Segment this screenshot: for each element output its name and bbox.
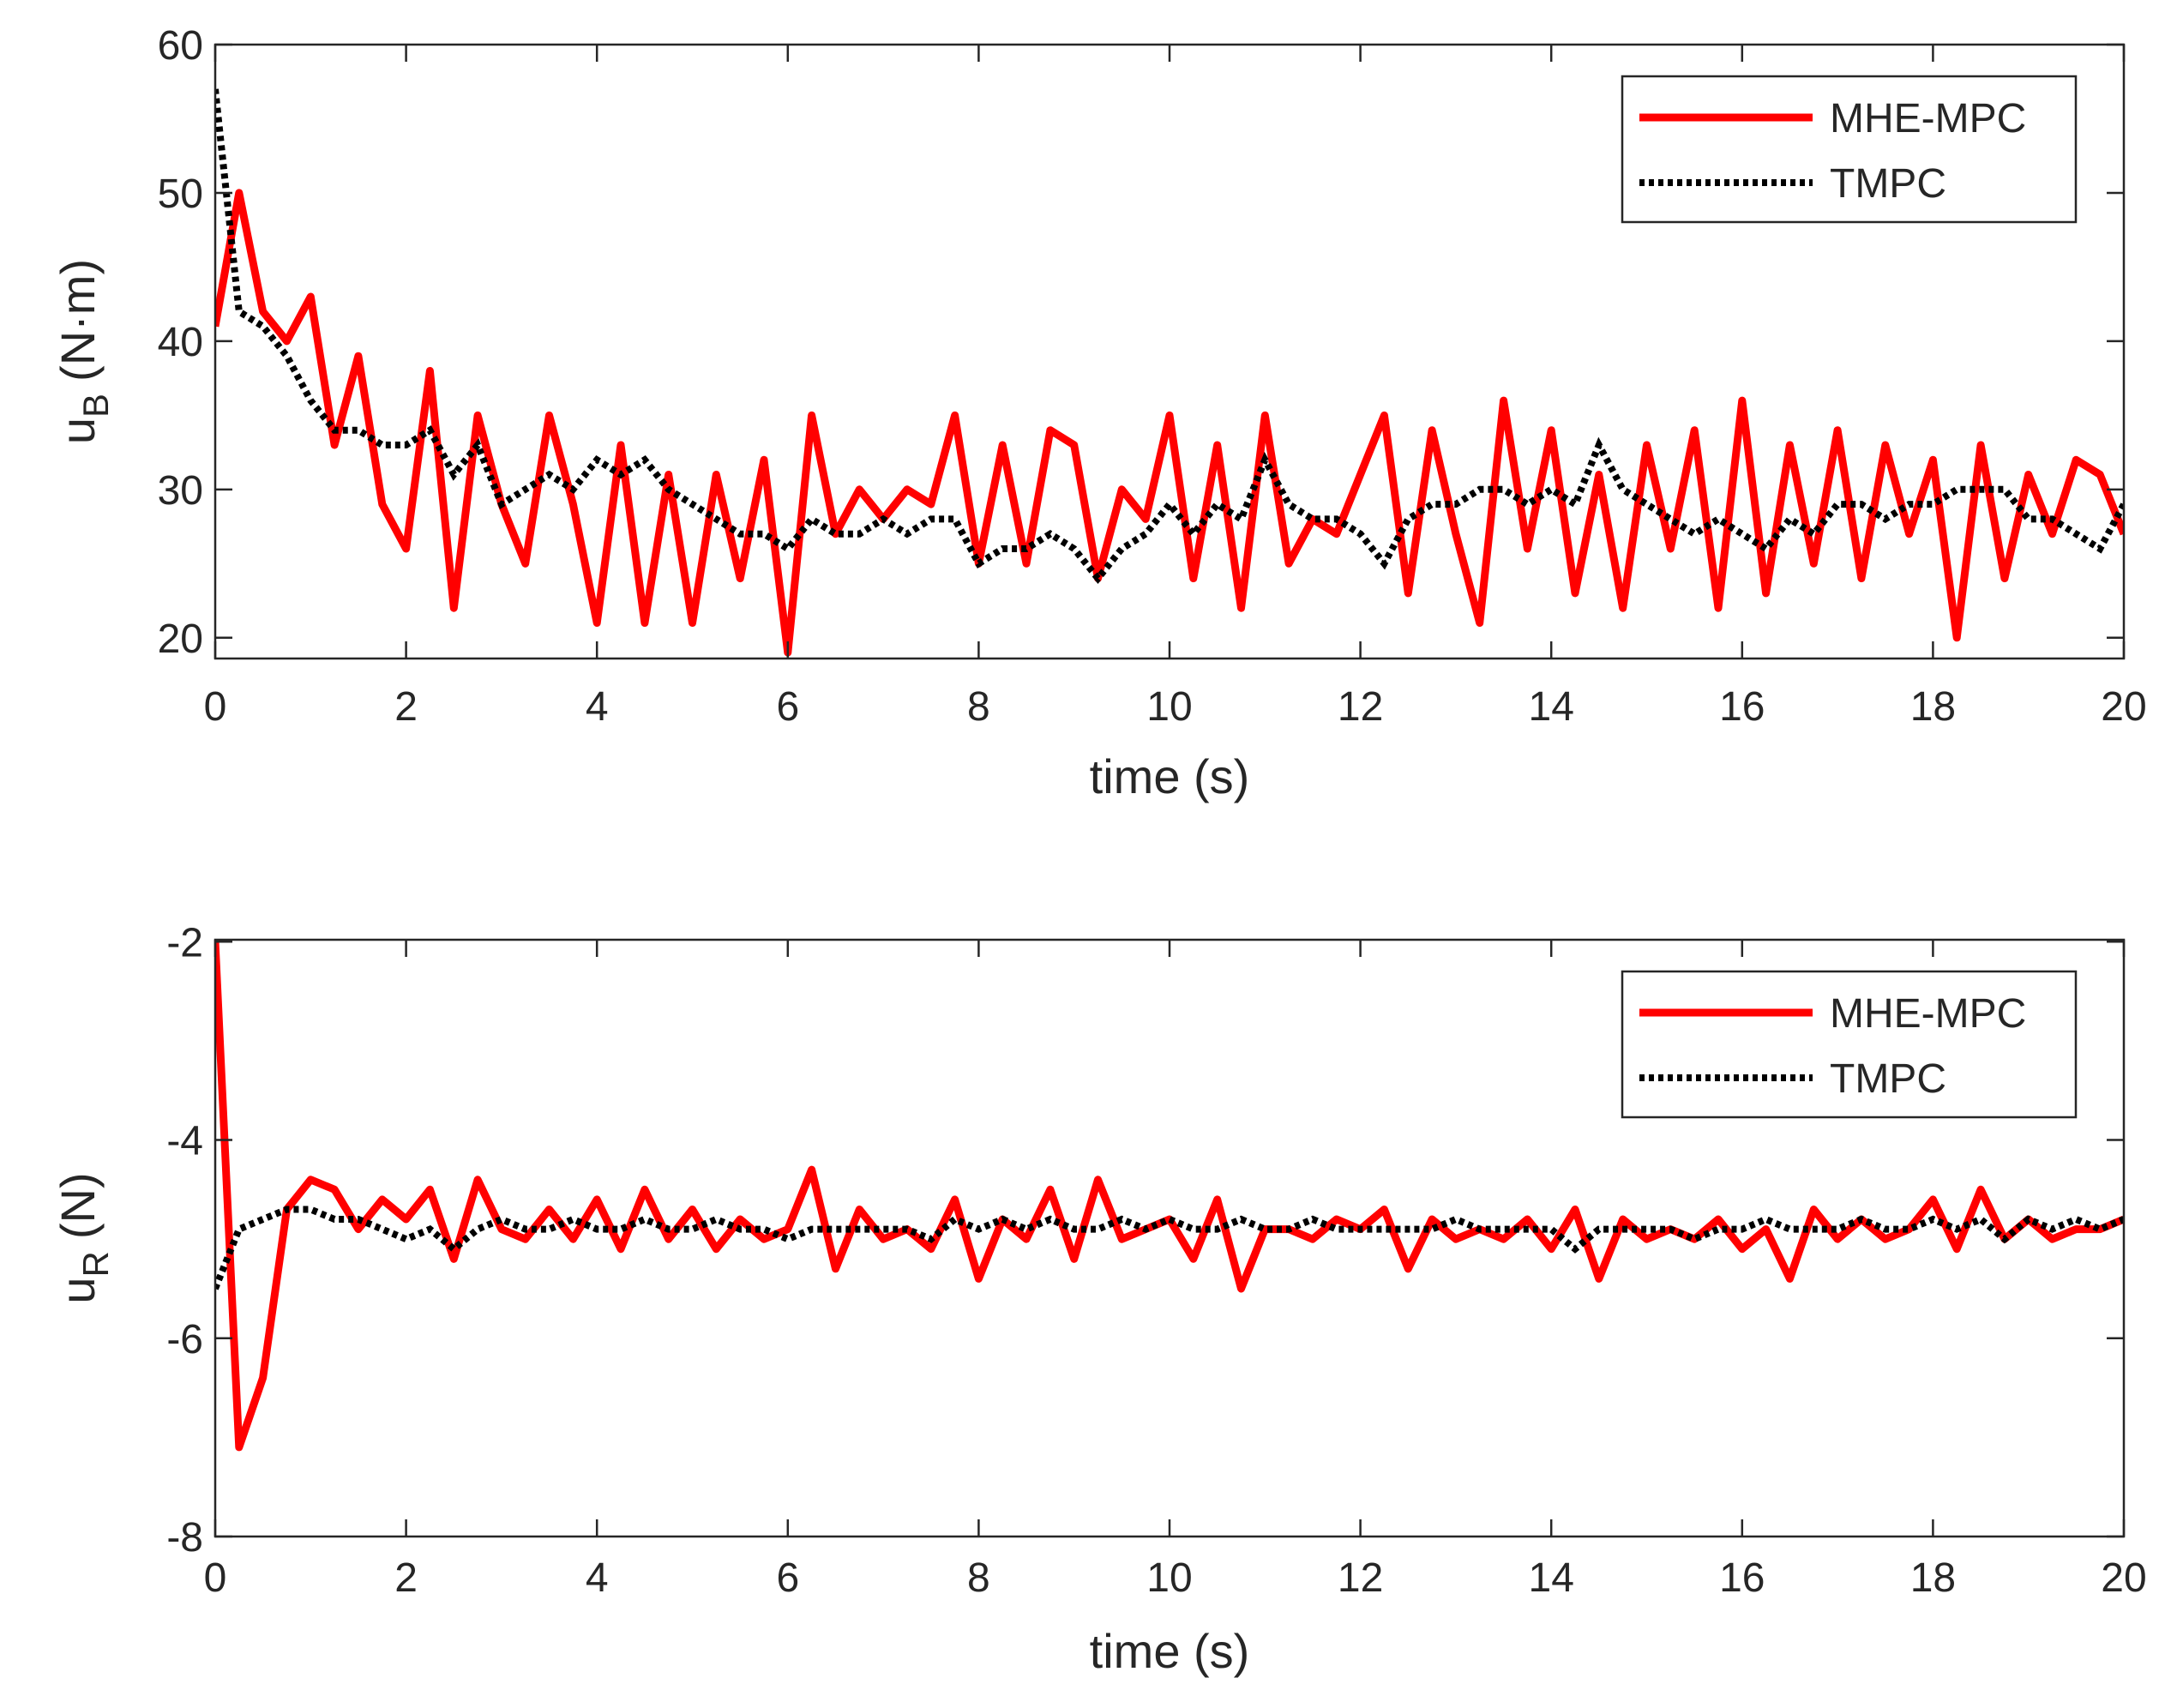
- legend-box: [1621, 75, 2078, 224]
- x-tick-label: 10: [1146, 1555, 1192, 1601]
- x-tick-label: 14: [1529, 684, 1574, 730]
- x-tick-label: 2: [394, 684, 418, 730]
- y-label-base: u: [51, 418, 105, 444]
- x-tick-label: 2: [394, 1555, 418, 1601]
- x-tick-label: 12: [1338, 1555, 1383, 1601]
- series-line: [215, 88, 2124, 584]
- axes: 0 2 4 6 8 10 12 14 16 18 20 -8 -6 -4 -2 time (s) uR (N) MH…: [51, 920, 2147, 1678]
- x-axis-label: time (s): [1090, 1624, 1250, 1678]
- y-axis-label: uB (N·m): [51, 259, 116, 444]
- legend-label: TMPC: [1830, 1056, 1946, 1102]
- x-tick-label: 12: [1338, 684, 1383, 730]
- legend: MHE-MPC TMPC: [1621, 970, 2078, 1119]
- y-label-sub: B: [75, 394, 116, 418]
- x-axis-label: time (s): [1090, 749, 1250, 803]
- y-label-unit: (N·m): [51, 259, 105, 382]
- y-label-unit: (N): [51, 1172, 105, 1239]
- x-tick-label: 0: [204, 1555, 227, 1601]
- legend-label: TMPC: [1830, 161, 1946, 207]
- legend: MHE-MPC TMPC: [1621, 75, 2078, 224]
- x-tick-label: 4: [586, 684, 609, 730]
- x-tick-label: 20: [2101, 684, 2146, 730]
- x-tick-label: 6: [776, 1555, 799, 1601]
- legend-label: MHE-MPC: [1830, 991, 2026, 1037]
- y-tick-label: 50: [158, 171, 203, 217]
- x-tick-label: 18: [1910, 1555, 1956, 1601]
- y-tick-label: -2: [166, 920, 203, 965]
- y-tick-label: -6: [166, 1317, 203, 1362]
- x-tick-label: 14: [1529, 1555, 1574, 1601]
- y-label-sub: R: [75, 1251, 116, 1277]
- x-tick-label: 6: [776, 684, 799, 730]
- x-tick-label: 8: [967, 684, 990, 730]
- y-axis-label: uR (N): [51, 1172, 116, 1303]
- lines: [215, 88, 2124, 657]
- series-line: [215, 189, 2124, 657]
- y-tick-label: -4: [166, 1119, 203, 1164]
- y-tick-label: 30: [158, 468, 203, 514]
- lines: [215, 941, 2124, 1452]
- x-tick-label: 16: [1719, 684, 1765, 730]
- x-tick-label: 0: [204, 684, 227, 730]
- y-tick-label: 40: [158, 320, 203, 365]
- y-tick-label: -8: [166, 1515, 203, 1561]
- y-tick-label: 20: [158, 616, 203, 662]
- legend-box: [1621, 970, 2078, 1119]
- y-label-base: u: [51, 1277, 105, 1303]
- x-tick-label: 18: [1910, 684, 1956, 730]
- y-tick-label: 60: [158, 23, 203, 69]
- series-line: [215, 1206, 2124, 1290]
- legend-label: MHE-MPC: [1830, 96, 2026, 141]
- x-tick-label: 20: [2101, 1555, 2146, 1601]
- x-tick-label: 10: [1146, 684, 1192, 730]
- x-tick-label: 8: [967, 1555, 990, 1601]
- x-tick-label: 4: [586, 1555, 609, 1601]
- axes: 0 2 4 6 8 10 12 14 16 18 20 20 30 40 50 60 time (s) uB (N·…: [51, 23, 2147, 803]
- x-tick-label: 16: [1719, 1555, 1765, 1601]
